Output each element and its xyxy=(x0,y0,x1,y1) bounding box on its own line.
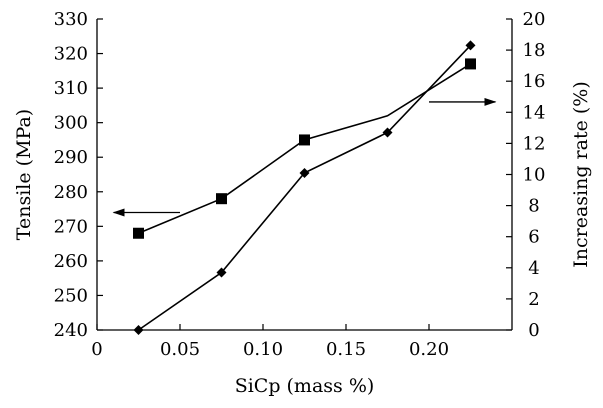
y-left-tick-label: 260 xyxy=(54,251,88,272)
y-right-tick-label: 0 xyxy=(528,320,539,341)
y-right-tick-label: 2 xyxy=(528,289,539,310)
square-point xyxy=(133,227,144,239)
y-left-tick-label: 310 xyxy=(54,78,88,99)
y-right-tick-label: 4 xyxy=(528,258,539,279)
axes: 0 0.05 0.10 0.15 0.2024025026027028029030031… xyxy=(54,9,546,360)
diamond-point xyxy=(382,127,393,138)
y-right-tick-label: 20 xyxy=(523,9,546,30)
y-axis-right-title: Increasing rate (%) xyxy=(570,81,592,268)
diamond-point xyxy=(133,325,144,335)
square-point xyxy=(299,134,310,146)
y-left-tick-label: 300 xyxy=(54,113,88,134)
y-left-tick-label: 240 xyxy=(54,320,88,341)
diamond-point xyxy=(216,267,227,278)
y-right-tick-label: 12 xyxy=(523,133,546,154)
y-right-tick-label: 10 xyxy=(523,165,546,186)
y-left-tick-label: 290 xyxy=(54,147,88,168)
x-axis-title: SiCp (mass %) xyxy=(235,375,375,397)
y-right-tick-label: 16 xyxy=(523,71,546,92)
y-right-tick-label: 18 xyxy=(523,40,546,61)
x-tick-label: 0.15 xyxy=(326,339,366,360)
square-point xyxy=(216,193,227,205)
x-tick-label: 0.05 xyxy=(160,339,200,360)
x-tick-label: 0.20 xyxy=(409,339,449,360)
y-left-tick-label: 250 xyxy=(54,285,88,306)
y-right-tick-label: 8 xyxy=(528,196,539,217)
y-right-tick-label: 14 xyxy=(523,102,546,123)
y-left-tick-label: 280 xyxy=(54,182,88,203)
series-square-line xyxy=(138,63,471,234)
x-tick-label: 0 xyxy=(91,339,102,360)
y-left-tick-label: 270 xyxy=(54,216,88,237)
square-point xyxy=(465,58,476,70)
annotations xyxy=(112,97,497,217)
series-diamond-line xyxy=(138,44,472,331)
diamond-point xyxy=(299,167,310,178)
diamond-point xyxy=(465,40,476,51)
y-left-tick-label: 330 xyxy=(54,9,88,30)
y-left-tick-label: 320 xyxy=(54,44,88,65)
series-group xyxy=(133,40,476,335)
y-right-tick-label: 6 xyxy=(528,227,539,248)
y-axis-left-title: Tensile (MPa) xyxy=(13,109,35,240)
x-tick-label: 0.10 xyxy=(243,339,283,360)
